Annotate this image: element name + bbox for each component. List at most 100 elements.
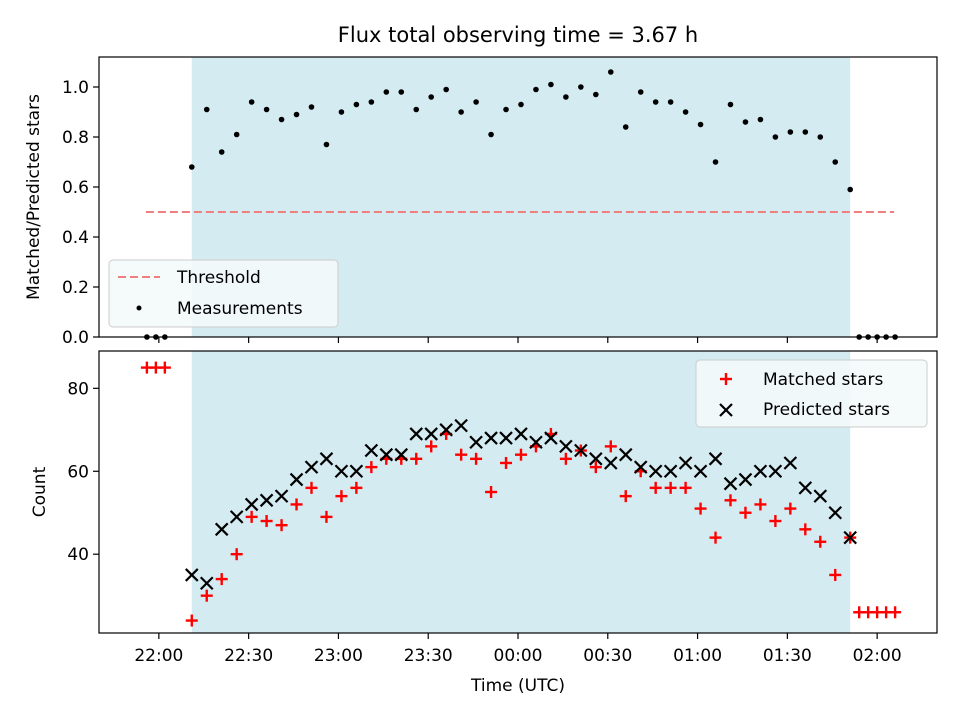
legend-threshold-label: Threshold <box>176 268 261 288</box>
predicted-star-point <box>544 431 558 445</box>
measurement-point <box>383 89 390 95</box>
predicted-star-stroke <box>678 456 693 470</box>
measurement-point <box>428 94 435 100</box>
measurement-point <box>832 159 839 165</box>
predicted-star-point <box>783 456 798 470</box>
top-x-ticks <box>158 337 878 343</box>
measurement-point <box>443 86 449 93</box>
matched-star-point <box>679 481 692 494</box>
predicted-star-stroke <box>409 427 424 441</box>
measurement-point <box>263 106 270 113</box>
matched-star-point <box>799 523 812 536</box>
matched-star-point <box>215 573 228 586</box>
predicted-star-point <box>484 431 498 445</box>
predicted-star-stroke <box>633 460 648 474</box>
predicted-star-point <box>708 452 723 466</box>
predicted-star-point <box>723 476 738 491</box>
measurement-point <box>772 134 779 140</box>
legend-predicted-swatch <box>719 403 733 417</box>
predicted-star-stroke <box>454 418 468 433</box>
matched-star-point <box>350 481 363 494</box>
predicted-star-stroke <box>349 464 364 479</box>
predicted-star-stroke <box>484 431 498 445</box>
matched-star-point <box>694 502 707 515</box>
legend-measurements-swatch <box>136 305 142 311</box>
y-tick-label: 40 <box>67 545 89 565</box>
measurement-point <box>727 101 734 108</box>
measurement-point <box>757 116 764 123</box>
measurement-point <box>652 99 659 105</box>
predicted-star-stroke <box>589 452 603 466</box>
matched-star-point <box>709 531 722 544</box>
matched-star-point <box>305 481 318 494</box>
legend-matched-swatch <box>720 373 732 385</box>
y-tick-label: 0.2 <box>62 278 89 298</box>
measurement-point <box>548 81 554 88</box>
predicted-star-stroke <box>723 476 738 491</box>
legend-predicted-label: Predicted stars <box>763 400 890 420</box>
x-tick-label: 01:00 <box>673 646 722 666</box>
predicted-star-stroke <box>229 510 244 524</box>
matched-star-point <box>814 535 827 548</box>
predicted-star-stroke <box>828 505 843 520</box>
predicted-star-point <box>618 447 633 462</box>
measurement-point <box>503 106 509 113</box>
measurement-point <box>533 86 539 93</box>
top-legend: Threshold Measurements <box>108 259 339 328</box>
matched-star-point <box>784 502 797 515</box>
predicted-star-point <box>813 489 828 503</box>
top-y-axis-label: Matched/Predicted stars <box>24 94 44 300</box>
matched-star-point <box>455 448 468 461</box>
y-tick-label: 0.8 <box>62 128 89 148</box>
measurement-point <box>563 94 569 100</box>
measurement-point <box>593 91 599 98</box>
measurement-point <box>323 141 330 148</box>
predicted-star-point <box>693 464 708 479</box>
predicted-star-stroke <box>559 439 573 454</box>
measurement-point <box>802 129 809 135</box>
matched-star-point <box>200 589 213 602</box>
bottom-y-axis-label: Count <box>30 466 50 517</box>
matched-star-point <box>230 548 243 561</box>
y-tick-label: 60 <box>67 462 89 482</box>
predicted-star-point <box>529 435 543 450</box>
x-tick-label: 02:00 <box>853 646 902 666</box>
legend-measurements-label: Measurements <box>177 299 303 319</box>
predicted-star-stroke <box>663 464 678 479</box>
measurement-point <box>817 134 824 140</box>
predicted-star-stroke <box>618 447 633 462</box>
predicted-star-stroke <box>783 456 798 470</box>
predicted-star-point <box>663 464 678 479</box>
predicted-star-point <box>185 568 199 582</box>
x-tick-label: 22:30 <box>224 646 273 666</box>
predicted-star-stroke <box>244 497 259 512</box>
matched-star-point <box>470 452 483 465</box>
measurement-point <box>667 99 674 105</box>
measurement-point <box>847 186 854 193</box>
matched-star-point <box>320 510 333 523</box>
predicted-star-point <box>259 493 274 508</box>
x-tick-label: 23:00 <box>314 646 363 666</box>
legend-matched-label: Matched stars <box>763 370 883 390</box>
x-tick-label: 00:30 <box>583 646 632 666</box>
matched-star-point <box>485 486 498 498</box>
predicted-star-stroke <box>214 522 229 537</box>
predicted-star-point <box>244 497 259 512</box>
predicted-star-point <box>439 423 453 437</box>
measurement-point <box>398 89 405 95</box>
predicted-star-stroke <box>394 447 409 462</box>
predicted-star-stroke <box>199 576 214 591</box>
predicted-star-point <box>589 452 603 466</box>
predicted-star-point <box>828 505 843 520</box>
measurement-point <box>233 131 240 138</box>
predicted-star-point <box>304 460 319 474</box>
x-tick-label: 00:00 <box>494 646 543 666</box>
predicted-star-stroke <box>738 472 753 487</box>
matched-star-point <box>739 506 752 519</box>
predicted-star-point <box>738 472 753 487</box>
predicted-star-point <box>379 447 394 462</box>
matched-star-point <box>664 481 677 494</box>
predicted-star-stroke <box>753 464 768 479</box>
y-tick-label: 1.0 <box>62 78 89 98</box>
predicted-star-stroke <box>529 435 543 450</box>
